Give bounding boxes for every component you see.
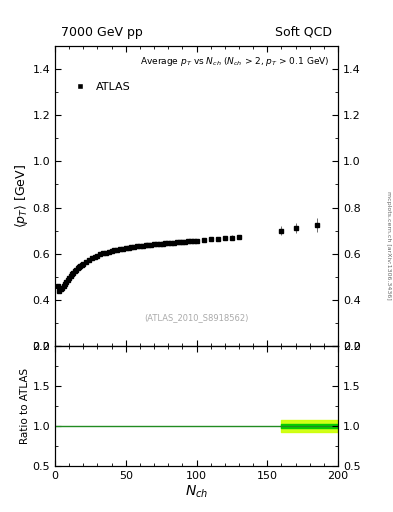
X-axis label: $N_{ch}$: $N_{ch}$ <box>185 483 208 500</box>
Text: Soft QCD: Soft QCD <box>275 26 332 38</box>
Text: (ATLAS_2010_S8918562): (ATLAS_2010_S8918562) <box>144 313 249 322</box>
Y-axis label: $\langle p_T \rangle$ [GeV]: $\langle p_T \rangle$ [GeV] <box>13 164 29 228</box>
Text: 7000 GeV pp: 7000 GeV pp <box>61 26 142 38</box>
Legend: ATLAS: ATLAS <box>69 81 130 92</box>
Text: mcplots.cern.ch [arXiv:1306.3436]: mcplots.cern.ch [arXiv:1306.3436] <box>386 191 391 300</box>
Y-axis label: Ratio to ATLAS: Ratio to ATLAS <box>20 368 29 444</box>
Text: Average $p_T$ vs $N_{ch}$ ($N_{ch}$ > 2, $p_T$ > 0.1 GeV): Average $p_T$ vs $N_{ch}$ ($N_{ch}$ > 2,… <box>140 55 329 68</box>
